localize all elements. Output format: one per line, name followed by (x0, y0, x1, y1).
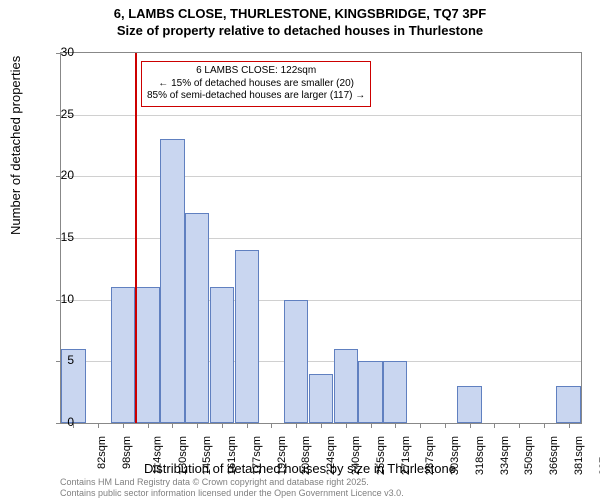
x-tick-label: 192sqm (276, 436, 288, 475)
x-tick (420, 423, 421, 428)
x-tick (544, 423, 545, 428)
bar (160, 139, 184, 423)
y-tick-label: 0 (44, 415, 74, 429)
x-tick-label: 224sqm (325, 436, 337, 475)
x-tick-label: 255sqm (375, 436, 387, 475)
bar (210, 287, 234, 423)
bar (358, 361, 382, 423)
annotation-box: 6 LAMBS CLOSE: 122sqm ← 15% of detached … (141, 61, 371, 107)
x-tick-label: 287sqm (424, 436, 436, 475)
x-tick-label: 208sqm (301, 436, 313, 475)
reference-line (135, 53, 137, 423)
x-tick (569, 423, 570, 428)
plot-area: 6 LAMBS CLOSE: 122sqm ← 15% of detached … (60, 52, 582, 424)
x-tick-label: 318sqm (474, 436, 486, 475)
bar (235, 250, 259, 423)
x-tick (172, 423, 173, 428)
x-tick-label: 271sqm (400, 436, 412, 475)
x-tick (445, 423, 446, 428)
x-tick (222, 423, 223, 428)
bar (309, 374, 333, 423)
y-tick-label: 20 (44, 168, 74, 182)
x-tick-label: 366sqm (548, 436, 560, 475)
gridline (61, 176, 581, 177)
x-tick-label: 303sqm (449, 436, 461, 475)
x-tick (519, 423, 520, 428)
footer-line2: Contains public sector information licen… (60, 488, 404, 498)
annotation-line3: 85% of semi-detached houses are larger (… (147, 90, 365, 103)
page-title: 6, LAMBS CLOSE, THURLESTONE, KINGSBRIDGE… (0, 0, 600, 23)
x-tick-label: 130sqm (177, 436, 189, 475)
x-tick-label: 145sqm (202, 436, 214, 475)
x-tick (247, 423, 248, 428)
bar (556, 386, 580, 423)
y-tick-label: 30 (44, 45, 74, 59)
x-tick (148, 423, 149, 428)
x-tick (371, 423, 372, 428)
footer-line1: Contains HM Land Registry data © Crown c… (60, 477, 404, 487)
x-tick (494, 423, 495, 428)
bar (383, 361, 407, 423)
x-tick (197, 423, 198, 428)
x-tick-label: 98sqm (121, 436, 133, 469)
x-tick (98, 423, 99, 428)
x-tick (470, 423, 471, 428)
bar (284, 300, 308, 423)
bar (334, 349, 358, 423)
gridline (61, 238, 581, 239)
page-subtitle: Size of property relative to detached ho… (0, 23, 600, 38)
x-tick (296, 423, 297, 428)
footer-attribution: Contains HM Land Registry data © Crown c… (60, 477, 404, 498)
x-tick (395, 423, 396, 428)
x-tick-label: 82sqm (96, 436, 108, 469)
x-tick-label: 334sqm (499, 436, 511, 475)
bar (111, 287, 135, 423)
y-tick-label: 10 (44, 292, 74, 306)
gridline (61, 115, 581, 116)
x-tick-label: 114sqm (151, 436, 163, 474)
chart-area: 6 LAMBS CLOSE: 122sqm ← 15% of detached … (60, 52, 580, 422)
x-tick (346, 423, 347, 428)
y-axis-label: Number of detached properties (8, 56, 23, 235)
bar (136, 287, 160, 423)
x-tick (271, 423, 272, 428)
bar (457, 386, 481, 423)
y-tick-label: 15 (44, 230, 74, 244)
x-tick (123, 423, 124, 428)
y-tick-label: 5 (44, 353, 74, 367)
annotation-line2: ← 15% of detached houses are smaller (20… (147, 78, 365, 91)
bar (185, 213, 209, 423)
annotation-line1: 6 LAMBS CLOSE: 122sqm (147, 65, 365, 78)
x-tick-label: 381sqm (573, 436, 585, 475)
x-tick-label: 161sqm (226, 436, 238, 475)
y-tick-label: 25 (44, 107, 74, 121)
x-tick-label: 177sqm (251, 436, 263, 475)
x-tick (321, 423, 322, 428)
x-tick-label: 240sqm (350, 436, 362, 475)
x-tick-label: 350sqm (523, 436, 535, 475)
